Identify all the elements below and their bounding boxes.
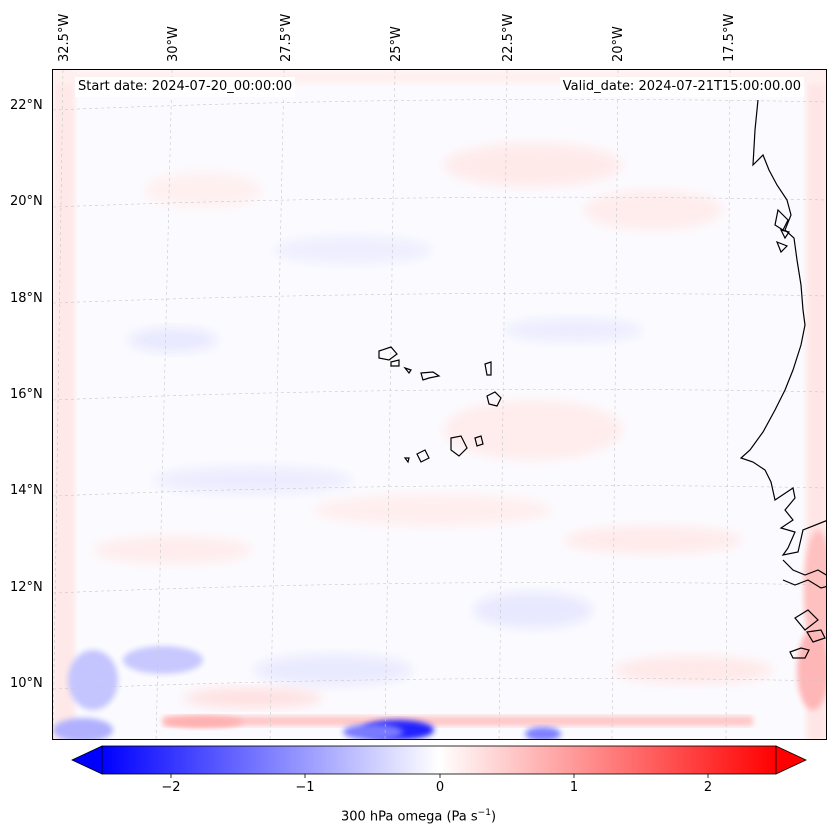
lon-label-30w: 30°W <box>166 26 181 62</box>
graticule <box>53 70 826 739</box>
colorbar-title-text: 300 hPa omega (Pa s <box>340 809 478 825</box>
valid-date-label: Valid_date: 2024-07-21T15:00:00.00 <box>559 77 804 97</box>
lon-label-22-5w: 22.5°W <box>501 13 516 62</box>
lat-label-20n: 20°N <box>10 194 43 209</box>
colorbar-title-exponent: −1 <box>477 808 491 818</box>
lon-label-32-5w: 32.5°W <box>57 13 72 62</box>
lat-label-14n: 14°N <box>10 483 43 498</box>
colorbar <box>71 745 807 778</box>
colorbar-tick-1: 1 <box>569 780 579 795</box>
colorbar-title: 300 hPa omega (Pa s−1) <box>0 808 837 824</box>
start-date-label: Start date: 2024-07-20_00:00:00 <box>75 77 296 97</box>
lon-label-20w: 20°W <box>611 26 626 62</box>
colorbar-min-extend <box>71 745 103 775</box>
lat-label-10n: 10°N <box>10 676 43 691</box>
lon-label-27-5w: 27.5°W <box>279 13 294 62</box>
colorbar-tick-2: 2 <box>703 780 713 795</box>
lat-label-18n: 18°N <box>10 291 43 306</box>
colorbar-tick-0: 0 <box>435 780 445 795</box>
lat-label-22n: 22°N <box>10 98 43 113</box>
lon-label-17-5w: 17.5°W <box>722 13 737 62</box>
lat-label-12n: 12°N <box>10 580 43 595</box>
map-panel: Start date: 2024-07-20_00:00:00 Valid_da… <box>52 69 827 740</box>
omega-field <box>53 70 826 739</box>
coastline <box>739 99 826 659</box>
colorbar-gradient <box>101 745 777 775</box>
lat-label-16n: 16°N <box>10 387 43 402</box>
lon-label-25w: 25°W <box>389 26 404 62</box>
cape-verde-islands <box>378 346 502 464</box>
colorbar-title-close: ) <box>490 809 497 825</box>
colorbar-tick-minus-2: −2 <box>161 780 181 795</box>
colorbar-tick-minus-1: −1 <box>295 780 315 795</box>
colorbar-max-extend <box>775 745 807 775</box>
map-svg <box>53 70 826 739</box>
